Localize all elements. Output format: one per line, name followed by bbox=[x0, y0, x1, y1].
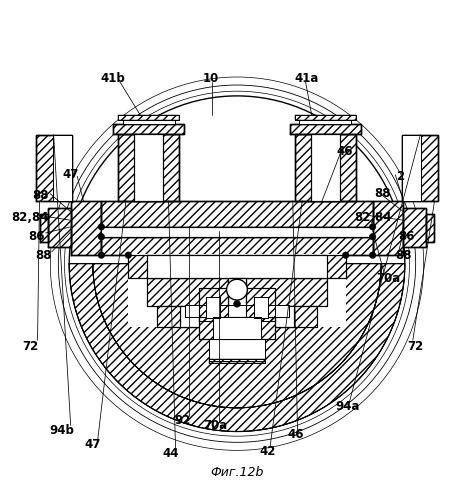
Polygon shape bbox=[402, 135, 438, 201]
Polygon shape bbox=[147, 278, 228, 306]
Polygon shape bbox=[101, 237, 373, 255]
Text: Фиг.12b: Фиг.12b bbox=[210, 466, 264, 479]
Polygon shape bbox=[254, 297, 268, 318]
Circle shape bbox=[369, 224, 376, 230]
Polygon shape bbox=[40, 214, 48, 243]
Text: 88: 88 bbox=[35, 249, 52, 261]
Text: 70a: 70a bbox=[204, 419, 228, 432]
Polygon shape bbox=[209, 339, 265, 361]
Polygon shape bbox=[300, 120, 351, 124]
Polygon shape bbox=[426, 214, 434, 243]
Polygon shape bbox=[128, 254, 346, 327]
Polygon shape bbox=[209, 359, 265, 363]
Polygon shape bbox=[118, 134, 179, 201]
Polygon shape bbox=[295, 115, 356, 120]
Polygon shape bbox=[403, 209, 426, 247]
Polygon shape bbox=[213, 316, 261, 339]
Text: 42: 42 bbox=[260, 445, 276, 458]
Text: 47: 47 bbox=[63, 168, 79, 181]
Polygon shape bbox=[93, 263, 381, 408]
Circle shape bbox=[50, 77, 424, 451]
Text: 72: 72 bbox=[22, 340, 38, 353]
Polygon shape bbox=[311, 134, 339, 201]
Text: 88: 88 bbox=[395, 249, 411, 261]
Polygon shape bbox=[199, 288, 228, 321]
Polygon shape bbox=[156, 306, 318, 327]
Text: 94a: 94a bbox=[336, 400, 360, 413]
Text: 47: 47 bbox=[85, 438, 101, 451]
Text: 72: 72 bbox=[408, 340, 424, 353]
Circle shape bbox=[342, 252, 349, 258]
Text: 10: 10 bbox=[203, 72, 219, 85]
Circle shape bbox=[98, 224, 105, 230]
Polygon shape bbox=[118, 115, 179, 120]
Text: 82,84: 82,84 bbox=[355, 211, 392, 224]
Polygon shape bbox=[373, 201, 403, 255]
Polygon shape bbox=[123, 120, 174, 124]
Text: 46: 46 bbox=[288, 428, 304, 441]
Polygon shape bbox=[48, 209, 71, 247]
Polygon shape bbox=[128, 255, 346, 278]
Text: 44: 44 bbox=[163, 447, 179, 460]
Text: 86: 86 bbox=[398, 230, 414, 243]
Polygon shape bbox=[199, 316, 275, 339]
Text: 88: 88 bbox=[33, 189, 49, 202]
Polygon shape bbox=[71, 201, 101, 255]
Polygon shape bbox=[246, 288, 275, 321]
Polygon shape bbox=[53, 135, 72, 201]
Text: 70a: 70a bbox=[376, 272, 401, 285]
Circle shape bbox=[234, 300, 240, 307]
Circle shape bbox=[369, 234, 376, 240]
Text: 88: 88 bbox=[374, 187, 391, 200]
Polygon shape bbox=[69, 263, 405, 432]
Polygon shape bbox=[246, 278, 327, 306]
Polygon shape bbox=[180, 306, 294, 327]
Polygon shape bbox=[101, 201, 373, 227]
Text: 41b: 41b bbox=[101, 72, 126, 85]
Text: 86: 86 bbox=[28, 230, 45, 243]
Polygon shape bbox=[206, 297, 220, 318]
Polygon shape bbox=[290, 124, 361, 134]
Circle shape bbox=[125, 252, 132, 258]
Polygon shape bbox=[101, 227, 373, 237]
Polygon shape bbox=[295, 134, 356, 201]
Text: 41a: 41a bbox=[295, 72, 319, 85]
Text: 2: 2 bbox=[396, 170, 404, 183]
Text: 92: 92 bbox=[174, 414, 191, 427]
Circle shape bbox=[369, 252, 376, 258]
Circle shape bbox=[98, 234, 105, 240]
Circle shape bbox=[227, 279, 247, 300]
Polygon shape bbox=[113, 124, 184, 134]
Circle shape bbox=[98, 252, 105, 258]
Polygon shape bbox=[228, 278, 246, 306]
Text: 46: 46 bbox=[337, 145, 353, 158]
Polygon shape bbox=[135, 134, 163, 201]
Polygon shape bbox=[402, 135, 421, 201]
Text: 82,84: 82,84 bbox=[11, 211, 49, 224]
Text: 94b: 94b bbox=[50, 424, 74, 437]
Polygon shape bbox=[36, 135, 72, 201]
Polygon shape bbox=[147, 255, 327, 278]
Polygon shape bbox=[185, 305, 289, 316]
